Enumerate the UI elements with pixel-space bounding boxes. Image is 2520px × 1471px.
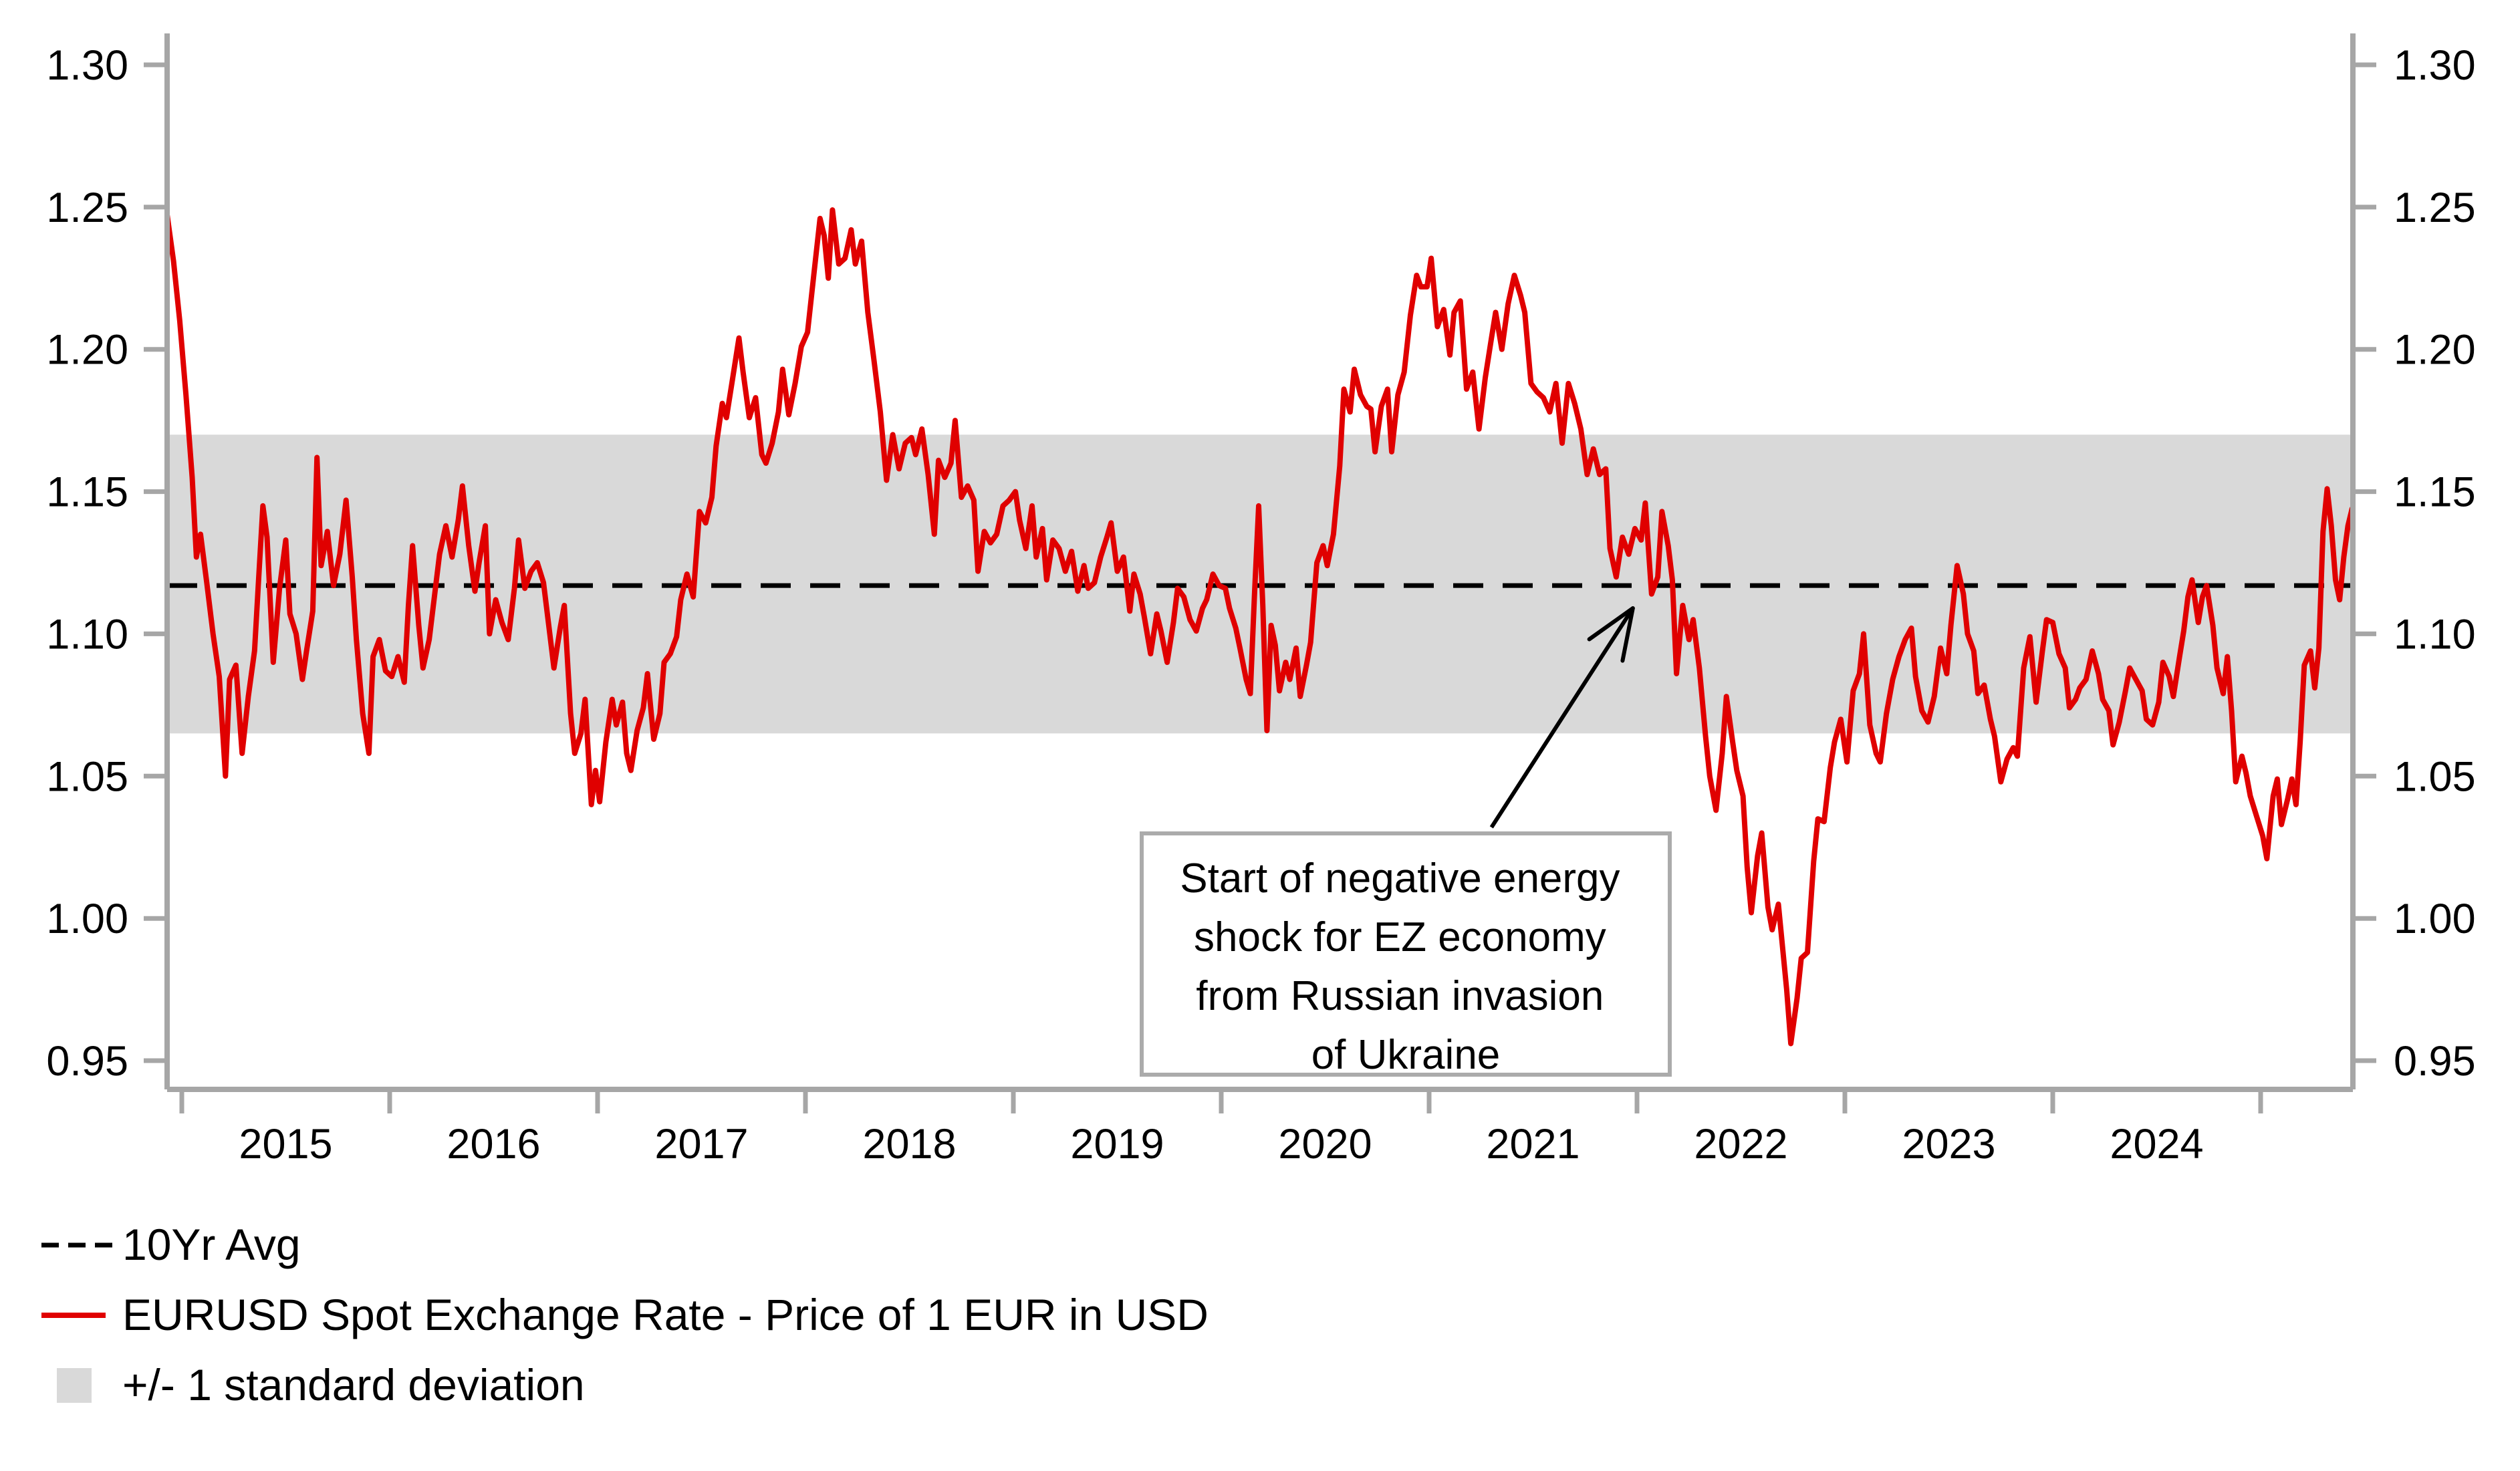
x-axis-year-label: 2020 <box>1278 1121 1372 1168</box>
annotation-arrow-layer <box>1489 606 1635 829</box>
arrow-head-icon <box>1587 606 1635 642</box>
x-axis-ticks-layer: 2015 2016 2017 2018 2019 2020 2021 2022 2023 2024 <box>179 1089 2263 1168</box>
x-axis-year-label: 2019 <box>1070 1121 1164 1168</box>
annotation-box <box>1140 831 1672 1077</box>
annotation-line-4: of Ukraine <box>1311 1032 1501 1078</box>
annotation-line-3: from Russian invasion <box>1196 973 1604 1019</box>
annotation-line-1: Start of negative energy <box>1180 855 1620 902</box>
annotation-text: Start of negative energy shock for EZ ec… <box>1180 855 1632 1078</box>
x-axis-year-label: 2023 <box>1902 1121 1995 1168</box>
legend-label-std-deviation: +/- 1 standard deviation <box>122 1360 585 1410</box>
y-axis-tick-label-right: 1.30 <box>2394 42 2476 89</box>
y-axis-tick-label-right: 1.00 <box>2394 896 2476 942</box>
y-axis-tick-label-left: 1.20 <box>46 327 128 374</box>
legend-item-10yr-avg: 10Yr Avg <box>41 1220 301 1269</box>
y-axis-tick-label-right: 1.20 <box>2394 327 2476 374</box>
annotation-callout: Start of negative energy shock for EZ ec… <box>1140 831 1672 1078</box>
y-axis-tick-label-right: 0.95 <box>2394 1038 2476 1085</box>
y-axis-tick-label-left: 1.00 <box>46 896 128 942</box>
arrow-head-icon <box>1620 606 1635 663</box>
y-axis-tick-label-left: 1.10 <box>46 611 128 658</box>
x-axis-year-label: 2017 <box>654 1121 748 1168</box>
y-axis-tick-label-left: 1.05 <box>46 753 128 800</box>
eurusd-line <box>164 207 2355 1047</box>
legend: 10Yr Avg EURUSD Spot Exchange Rate - Pri… <box>41 1220 1209 1410</box>
legend-item-std-deviation: +/- 1 standard deviation <box>57 1360 585 1410</box>
y-axis-tick-label-right: 1.25 <box>2394 184 2476 231</box>
y-axis-ticks-layer: 1.30 1.30 1.25 1.25 1.20 1.20 1.15 1.15 1.10 1.10… <box>46 42 2475 1085</box>
y-axis-tick-label-right: 1.15 <box>2394 469 2476 516</box>
legend-label-eurusd: EURUSD Spot Exchange Rate - Price of 1 E… <box>122 1290 1209 1339</box>
x-axis-year-label: 2021 <box>1486 1121 1580 1168</box>
x-axis-year-label: 2016 <box>447 1121 540 1168</box>
gray-box-swatch-icon <box>57 1368 92 1403</box>
y-axis-tick-label-right: 1.10 <box>2394 611 2476 658</box>
legend-label-10yr-avg: 10Yr Avg <box>122 1220 301 1269</box>
x-axis-year-label: 2015 <box>239 1121 332 1168</box>
y-axis-tick-label-left: 1.30 <box>46 42 128 89</box>
y-axis-tick-label-left: 1.25 <box>46 184 128 231</box>
x-axis-year-label: 2024 <box>2110 1121 2203 1168</box>
y-axis-tick-label-left: 1.15 <box>46 469 128 516</box>
annotation-line-2: shock for EZ economy <box>1194 914 1606 960</box>
x-axis-year-label: 2018 <box>862 1121 956 1168</box>
y-axis-tick-label-right: 1.05 <box>2394 753 2476 800</box>
y-axis-tick-label-left: 0.95 <box>46 1038 128 1085</box>
legend-item-eurusd: EURUSD Spot Exchange Rate - Price of 1 E… <box>41 1290 1209 1339</box>
x-axis-year-label: 2022 <box>1694 1121 1787 1168</box>
arrow-shaft <box>1489 607 1635 829</box>
price-series-layer <box>164 207 2355 1047</box>
